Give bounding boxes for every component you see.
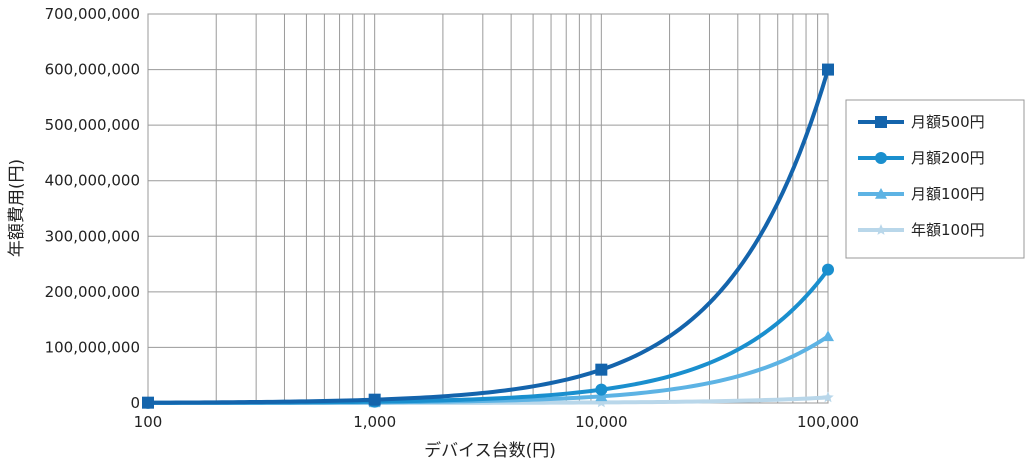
series-line — [146, 67, 830, 405]
y-tick-label: 700,000,000 — [45, 5, 140, 23]
legend-label: 年額100円 — [911, 221, 985, 239]
data-point — [595, 383, 608, 396]
y-axis-title: 年額費用(円) — [7, 159, 27, 257]
y-tick-label: 300,000,000 — [45, 227, 140, 245]
data-point — [822, 263, 834, 276]
y-tick-label: 0 — [130, 394, 140, 412]
legend-item: 年額100円 — [858, 221, 985, 239]
x-axis: 100 1,000 10,000 100,000 — [134, 413, 859, 431]
y-tick-label: 400,000,000 — [45, 172, 140, 190]
legend-label: 月額500円 — [911, 113, 985, 131]
y-tick-label: 600,000,000 — [45, 61, 140, 79]
legend-item: 月額500円 — [858, 113, 985, 131]
legend-item: 月額200円 — [858, 149, 985, 167]
y-tick-label: 100,000,000 — [45, 338, 140, 356]
y-tick-label: 500,000,000 — [45, 116, 140, 134]
grid — [147, 13, 829, 404]
series-layer — [142, 63, 834, 409]
data-point — [822, 391, 834, 403]
legend-marker — [875, 152, 887, 164]
x-tick-label: 100 — [134, 413, 163, 431]
data-point — [595, 363, 608, 376]
legend-item: 月額100円 — [858, 185, 985, 203]
y-tick-label: 200,000,000 — [45, 283, 140, 301]
x-tick-label: 1,000 — [353, 413, 396, 431]
data-point — [595, 390, 608, 402]
data-point — [822, 330, 834, 342]
series-1 — [142, 63, 834, 409]
data-point — [368, 393, 381, 406]
data-point — [142, 396, 154, 409]
plot-area — [147, 13, 829, 404]
x-axis-title: デバイス台数(円) — [424, 440, 556, 461]
legend-marker — [875, 116, 887, 128]
legend-marker — [875, 188, 887, 199]
data-point — [822, 63, 834, 76]
legend-label: 月額200円 — [911, 149, 985, 167]
legend-marker — [875, 224, 887, 235]
legend-label: 月額100円 — [911, 185, 985, 203]
data-point — [595, 396, 608, 408]
x-tick-label: 100,000 — [797, 413, 859, 431]
y-axis: 0 100,000,000 200,000,000 300,000,000 400,00… — [45, 5, 140, 412]
x-tick-label: 10,000 — [575, 413, 628, 431]
